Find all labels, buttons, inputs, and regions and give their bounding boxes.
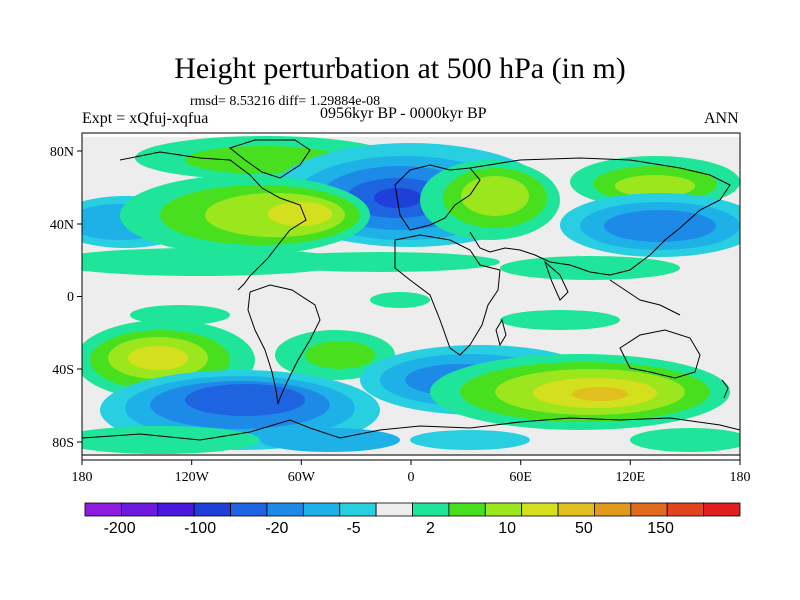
colorbar-swatch (84, 502, 122, 517)
colorbar-swatch (630, 502, 668, 517)
colorbar-label: -20 (265, 520, 288, 537)
y-tick-label: 0 (67, 290, 74, 305)
colorbar-swatch (448, 502, 486, 517)
blob-namerica-high (120, 175, 370, 255)
y-tick-label: 40S (52, 363, 74, 378)
period-label: 0956kyr BP - 0000kyr BP (320, 105, 487, 122)
blob-pacific-low (560, 193, 740, 257)
coast-australia (619, 329, 701, 379)
blob-equatorial-patches (130, 292, 620, 330)
y-tick-label: 80S (52, 436, 74, 451)
experiment-label: Expt = xQfuj-xqfua (82, 110, 209, 127)
coast-africa (394, 234, 501, 356)
colorbar-swatch (557, 502, 595, 517)
x-tick-label: 180 (72, 470, 93, 485)
y-tick-label: 80N (50, 145, 74, 160)
colorbar-label: 2 (426, 520, 435, 537)
colorbar-swatch (302, 502, 341, 517)
coast-south-america-west (247, 291, 279, 405)
colorbar-swatch (484, 502, 523, 517)
x-tick-label: 60E (509, 470, 532, 485)
blob-satlantic-high (275, 330, 395, 380)
colorbar-label: 10 (498, 520, 516, 537)
x-tick-label: 60W (288, 470, 316, 485)
colorbar-swatch (339, 502, 377, 517)
blob-antarctic-band (82, 426, 740, 454)
x-tick-label: 180 (730, 470, 751, 485)
coast-asia (469, 157, 731, 276)
colorbar-label: 150 (647, 520, 674, 537)
colorbar-label: -200 (104, 520, 136, 537)
x-tick-label: 120W (175, 470, 210, 485)
season-label: ANN (704, 110, 739, 127)
blob-eurasia-high (420, 160, 560, 240)
contour-fields (82, 136, 740, 456)
colorbar-swatch (120, 502, 159, 517)
x-axis-labels: 180 120W 60W 0 60E 120E 180 (72, 470, 751, 485)
stats-label: rmsd= 8.53216 diff= 1.29884e-08 (190, 94, 381, 109)
colorbar-label: -100 (184, 520, 216, 537)
blob-asia-high (570, 156, 740, 208)
colorbar-swatch (412, 502, 450, 517)
blob-antarctic-low (260, 428, 530, 452)
coastlines (82, 139, 740, 456)
x-tick-label: 0 (408, 470, 415, 485)
colorbar-swatch (193, 502, 231, 517)
coast-madagascar (495, 318, 507, 347)
coast-north-america (119, 151, 307, 291)
colorbar (84, 502, 741, 517)
colorbar-swatch (594, 502, 632, 517)
colorbar-swatch (521, 502, 559, 517)
y-axis-labels: 80N 40N 0 40S 80S (50, 145, 74, 451)
colorbar-swatch (266, 502, 304, 517)
coast-greenland (228, 139, 311, 179)
coast-seasia (609, 279, 681, 316)
map-title: Height perturbation at 500 hPa (in m) (174, 52, 626, 85)
coast-nz (721, 379, 729, 399)
coast-antarctica (82, 417, 740, 441)
blob-southindian-high (430, 354, 730, 430)
x-tick-label: 120E (616, 470, 646, 485)
colorbar-swatch (666, 502, 705, 517)
map-panel: 180 120W 60W 0 60E 120E 180 80N 40N 0 40… (50, 132, 751, 485)
colorbar-swatch (375, 502, 413, 517)
colorbar-label: -5 (346, 520, 360, 537)
coast-south-america (249, 284, 321, 405)
colorbar-swatch (230, 502, 268, 517)
tick-marks (77, 150, 741, 465)
coast-india (543, 260, 569, 301)
colorbar-swatch (703, 502, 741, 517)
colorbar-label: 50 (575, 520, 593, 537)
coast-europe (394, 164, 481, 231)
y-tick-label: 40N (50, 218, 74, 233)
colorbar-labels: -200 -100 -20 -5 2 10 50 150 (104, 520, 674, 537)
blob-subtropic-band (82, 248, 680, 280)
colorbar-swatch (157, 502, 195, 517)
